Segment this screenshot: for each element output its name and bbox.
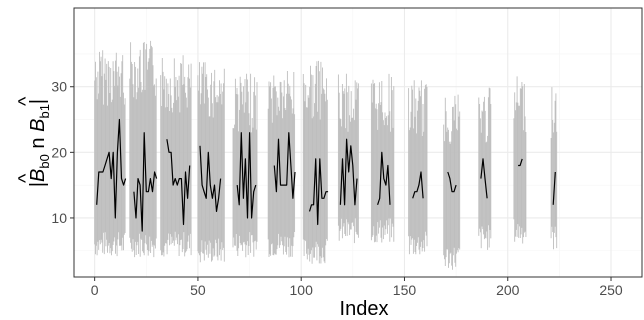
x-axis: 0 50 100 150 200 250: [91, 277, 623, 298]
band-segment: [408, 80, 428, 255]
y-axis: 10 20 30: [51, 79, 74, 226]
panel-border: [73, 7, 643, 278]
line-segment: [96, 118, 127, 219]
y-title-prefix: |: [27, 182, 49, 187]
y-tick-label: 20: [51, 144, 67, 160]
x-tick-label: 150: [393, 282, 417, 298]
x-tick-label: 200: [496, 282, 520, 298]
line-segment: [518, 158, 523, 167]
y-title-b0-sub: b0: [37, 154, 52, 168]
y-tick-label: 10: [51, 210, 67, 226]
band-segment: [443, 94, 461, 270]
y-axis-title: |Bb0 n Bb1| ^ ^: [15, 96, 52, 187]
band-segment: [550, 87, 558, 250]
line-segment: [166, 139, 191, 226]
line-segment: [273, 132, 296, 199]
line-layer: [96, 118, 556, 232]
band-segment: [337, 73, 359, 244]
x-tick-label: 50: [190, 282, 206, 298]
y-title-middle: n: [27, 132, 49, 154]
y-title-b1-hat: ^: [15, 96, 37, 106]
line-segment: [339, 138, 358, 206]
line-segment: [236, 132, 257, 219]
line-segment: [412, 171, 424, 199]
line-segment: [480, 158, 488, 199]
line-segment: [377, 151, 391, 205]
y-title-b1-sub: b1: [37, 104, 52, 118]
line-segment: [199, 145, 222, 212]
line-segment: [133, 132, 158, 232]
y-tick-label: 30: [51, 79, 67, 95]
x-tick-label: 250: [599, 282, 623, 298]
svg-text:|Bb0 n Bb1|: |Bb0 n Bb1|: [27, 99, 52, 187]
line-segment: [552, 171, 556, 205]
line-segment: [447, 171, 457, 193]
line-segment: [308, 158, 329, 226]
y-title-b1-letter: B: [27, 119, 49, 132]
band-segment: [160, 55, 192, 257]
x-tick-label: 0: [91, 282, 99, 298]
y-title-b0-hat: ^: [15, 173, 37, 183]
y-title-suffix: |: [27, 99, 49, 104]
x-tick-label: 100: [290, 282, 314, 298]
x-axis-title: Index: [340, 298, 389, 320]
plot-panel: [73, 7, 643, 278]
band-segment: [94, 50, 126, 257]
band-segment: [513, 76, 527, 244]
y-title-b0-letter: B: [27, 169, 49, 182]
